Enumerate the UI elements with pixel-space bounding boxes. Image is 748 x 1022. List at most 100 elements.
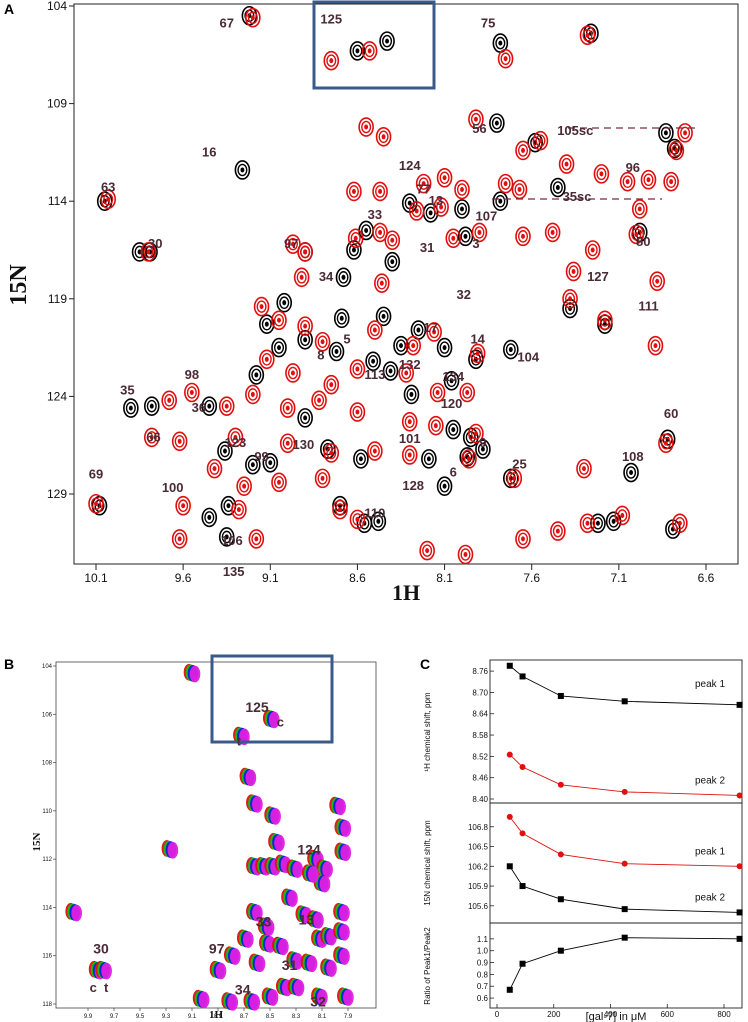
panel-b-state-label: c bbox=[90, 980, 97, 995]
bound-peak-contour bbox=[398, 363, 415, 383]
panel-a-x-tick-label: 6.6 bbox=[698, 571, 715, 585]
free-peak-contour bbox=[436, 337, 453, 358]
bound-peak-contour bbox=[332, 499, 348, 520]
panel-a-peak-label: 124 bbox=[399, 158, 421, 173]
panel-a-peak-label: 66 bbox=[146, 429, 160, 444]
panel-c-y-tick-label: 0.9 bbox=[477, 959, 489, 968]
bound-peak-contour bbox=[558, 154, 575, 174]
free-peak-contour bbox=[123, 398, 139, 418]
free-peak-contour bbox=[436, 476, 453, 496]
bound-peak-contour bbox=[408, 201, 425, 221]
panel-b-peak-stack bbox=[334, 842, 352, 862]
free-peak-contour bbox=[457, 226, 474, 247]
panel-a-peak-label: 35sc bbox=[563, 189, 592, 204]
panel-a-bound-peaks bbox=[88, 7, 693, 565]
panel-b-peak-contour bbox=[254, 955, 266, 973]
panel-a-peak-label: 75 bbox=[481, 15, 495, 30]
bound-peak-contour bbox=[497, 173, 514, 194]
bound-peak-contour bbox=[565, 261, 582, 282]
panel-c-y-axis-label-3: Ratio of Peak1/Peak2 bbox=[423, 927, 432, 1005]
panel-c-series-label: peak 2 bbox=[695, 892, 725, 903]
free-peak-contour bbox=[502, 339, 519, 360]
panel-c-data-point bbox=[519, 673, 526, 680]
panel-a-peak-label: 35 bbox=[120, 382, 134, 397]
panel-a-y-tick-label: 104 bbox=[47, 0, 67, 13]
panel-c-x-tick-label: 600 bbox=[661, 1010, 675, 1019]
panel-b-peak-stack bbox=[239, 767, 257, 787]
panel-c-y-tick-label: 105.9 bbox=[468, 882, 489, 891]
panel-b-peak-label: 31 bbox=[282, 957, 298, 973]
bound-peak-contour bbox=[576, 458, 592, 479]
panel-b-peak-label: 125 bbox=[245, 699, 269, 715]
panel-a-peak-label: 8 bbox=[317, 347, 324, 362]
panel-b-peak-stack bbox=[301, 864, 319, 883]
free-peak-contour bbox=[335, 267, 352, 288]
panel-c-x-axis-label: [gal-7] in μM bbox=[586, 1011, 647, 1022]
bound-peak-contour bbox=[245, 7, 261, 28]
panel-c-y-tick-label: 8.70 bbox=[472, 688, 488, 697]
bound-peak-contour bbox=[401, 445, 418, 465]
bound-peak-contour bbox=[454, 179, 470, 200]
bound-peak-contour bbox=[161, 390, 177, 411]
panel-c-y-tick-label: 105.6 bbox=[468, 902, 489, 911]
panel-a-x-tick-label: 9.6 bbox=[175, 571, 192, 585]
panel-a-peak-label: 56 bbox=[472, 121, 486, 136]
panel-b-peak-contour bbox=[71, 904, 82, 922]
free-peak-contour bbox=[297, 408, 313, 428]
free-peak-contour bbox=[248, 365, 265, 385]
panel-b-peak-contour bbox=[292, 861, 304, 878]
panel-b-peak-contour bbox=[278, 938, 289, 956]
free-peak-contour bbox=[370, 511, 387, 532]
bound-peak-contour bbox=[358, 117, 374, 137]
bound-peak-contour bbox=[415, 173, 432, 194]
panel-b-peak-stack bbox=[257, 917, 275, 936]
panel-c-y-tick-label: 0.8 bbox=[477, 970, 489, 979]
panel-b-peak-contour bbox=[340, 820, 352, 837]
panel-a-x-tick-label: 7.1 bbox=[611, 571, 628, 585]
free-peak-contour bbox=[454, 199, 470, 219]
free-peak-contour bbox=[353, 449, 369, 469]
panel-a-peak-label: 128 bbox=[402, 478, 424, 493]
bound-peak-contour bbox=[140, 242, 157, 262]
panel-b-peak-contour bbox=[263, 919, 275, 936]
bound-peak-contour bbox=[285, 234, 301, 254]
panel-b-x-tick-label: 8.7 bbox=[240, 1014, 249, 1020]
bound-peak-contour bbox=[346, 181, 362, 202]
panel-c-data-point bbox=[557, 896, 564, 903]
panel-c-series-label: peak 2 bbox=[695, 775, 725, 786]
bound-peak-contour bbox=[471, 222, 488, 243]
panel-a-peak-label: 97 bbox=[284, 236, 298, 251]
panel-b-peak-stack bbox=[192, 989, 210, 1009]
panel-b-x-axis-label: 1H bbox=[209, 1009, 224, 1021]
bound-peak-contour bbox=[426, 322, 442, 342]
panel-b-peak-contour bbox=[198, 991, 210, 1009]
bound-peak-contour bbox=[640, 169, 657, 190]
bound-peak-contour bbox=[579, 513, 596, 534]
panel-b-y-axis-label: 15N bbox=[31, 832, 43, 851]
panel-b-state-label: t bbox=[104, 980, 109, 995]
bound-peak-contour bbox=[649, 271, 666, 292]
free-peak-contour bbox=[382, 361, 399, 381]
panel-b-peak-contour bbox=[167, 841, 179, 859]
bound-peak-contour bbox=[459, 382, 476, 403]
panel-b-peak-contour bbox=[270, 808, 281, 825]
bound-peak-contour bbox=[143, 427, 160, 448]
bound-peak-contour bbox=[258, 349, 275, 370]
panel-c-subplot-2-frame bbox=[489, 802, 743, 924]
bound-peak-contour bbox=[271, 310, 287, 331]
panel-b-peak-contour bbox=[293, 979, 305, 997]
bound-peak-contour bbox=[349, 402, 366, 422]
panel-c-x-tick-label: 800 bbox=[717, 1010, 731, 1019]
panel-c-y-tick-label: 8.52 bbox=[472, 752, 488, 761]
panel-b-titration-spectrum: 9.9 9.7 9.5 9.3 9.1 8.9 8.7 8.5 8.3 8.1 7.9 104 106 1… bbox=[31, 654, 377, 1021]
bound-peak-contour bbox=[361, 41, 378, 61]
panel-a-peak-label: 100 bbox=[162, 480, 184, 495]
panel-b-peak-stack bbox=[287, 977, 305, 997]
panel-b-peak-stack bbox=[261, 987, 279, 1006]
free-peak-contour bbox=[328, 341, 345, 362]
free-peak-contour bbox=[379, 31, 395, 51]
panel-a-peak-label: 13 bbox=[429, 193, 443, 208]
panel-b-peak-label: 124 bbox=[297, 841, 321, 857]
panel-c-data-point bbox=[557, 781, 564, 788]
